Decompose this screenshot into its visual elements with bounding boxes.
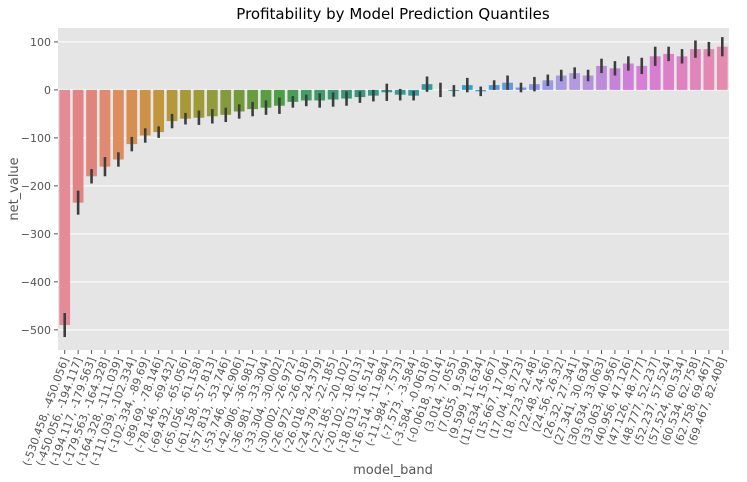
bar: [193, 89, 205, 118]
bar: [153, 89, 165, 133]
bar: [86, 89, 97, 177]
bar: [663, 53, 674, 90]
bar: [233, 89, 245, 112]
bar: [260, 89, 272, 108]
bar: [166, 89, 178, 122]
bar: [220, 89, 232, 115]
bar: [555, 75, 567, 90]
bar: [126, 89, 138, 145]
bar: [99, 89, 111, 167]
bar: [703, 49, 715, 90]
y-tick-label: −500: [21, 324, 51, 337]
bar: [247, 89, 258, 110]
chart-title: Profitability by Model Prediction Quanti…: [236, 5, 550, 23]
bar: [113, 89, 124, 160]
bar: [690, 49, 701, 90]
y-tick-label: 0: [44, 84, 51, 97]
y-tick-label: −400: [21, 276, 51, 289]
bar: [582, 75, 594, 90]
x-axis-label: model_band: [353, 463, 433, 478]
bar: [596, 65, 607, 90]
bar: [716, 46, 728, 90]
y-tick-label: 100: [30, 36, 51, 49]
bar: [206, 89, 218, 117]
y-tick-label: −200: [21, 180, 51, 193]
bar: [622, 63, 634, 90]
bar: [287, 89, 299, 102]
bar: [72, 89, 84, 203]
bar: [609, 68, 621, 90]
bar: [569, 73, 581, 90]
bar: [180, 89, 191, 119]
y-tick-label: −100: [21, 132, 51, 145]
bar: [636, 65, 648, 90]
y-tick-label: −300: [21, 228, 51, 241]
bar: [649, 56, 661, 90]
bar: [59, 89, 71, 326]
y-axis-label: net_value: [7, 157, 22, 220]
bar: [676, 56, 688, 90]
bar: [139, 89, 151, 136]
